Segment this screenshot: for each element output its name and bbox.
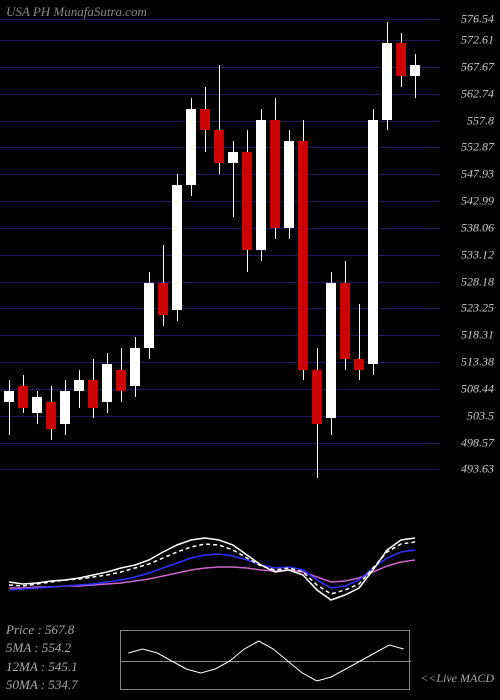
y-tick-label: 533.12: [461, 247, 494, 262]
candle-body: [130, 348, 140, 386]
candle-body: [284, 141, 294, 228]
gridline: [0, 443, 440, 444]
candle-body: [200, 109, 210, 131]
y-tick-label: 557.8: [467, 113, 494, 128]
y-tick-label: 493.63: [461, 462, 494, 477]
candle-body: [32, 397, 42, 413]
chart-container: USA PH MunafaSutra.com 576.54 572.61 567.6…: [0, 0, 500, 700]
y-tick-label: 572.61: [461, 33, 494, 48]
gridline: [0, 389, 440, 390]
gridline: [0, 94, 440, 95]
candle-body: [368, 120, 378, 365]
gridline: [0, 67, 440, 68]
gridline: [0, 40, 440, 41]
candle-body: [270, 120, 280, 229]
watermark-text: USA PH MunafaSutra.com: [6, 4, 147, 20]
candle-wick: [415, 54, 416, 97]
y-tick-label: 518.31: [461, 328, 494, 343]
info-row: 50MA : 534.7: [6, 676, 78, 694]
candle-body: [410, 65, 420, 76]
info-row: 5MA : 554.2: [6, 639, 78, 657]
info-row: Price : 567.8: [6, 621, 78, 639]
candle-body: [158, 283, 168, 316]
price-chart: [0, 0, 440, 500]
gridline: [0, 469, 440, 470]
y-tick-label: 567.67: [461, 60, 494, 75]
candle-body: [18, 386, 28, 408]
info-box: Price : 567.85MA : 554.212MA : 545.150MA…: [6, 621, 78, 694]
macd-histogram: [121, 631, 411, 691]
candle-body: [228, 152, 238, 163]
candle-body: [144, 283, 154, 348]
indicator-line: [9, 550, 415, 590]
candle-body: [172, 185, 182, 310]
macd-label: <<Live MACD: [420, 671, 494, 686]
candle-body: [116, 370, 126, 392]
candle-body: [326, 283, 336, 419]
info-row: 12MA : 545.1: [6, 658, 78, 676]
macd-histogram-box: [120, 630, 410, 690]
y-tick-label: 503.5: [467, 408, 494, 423]
candle-body: [242, 152, 252, 250]
candle-body: [354, 359, 364, 370]
candle-body: [88, 380, 98, 407]
candle-body: [396, 43, 406, 76]
candle-body: [74, 380, 84, 391]
y-tick-label: 528.18: [461, 274, 494, 289]
candle-body: [340, 283, 350, 359]
candle-body: [256, 120, 266, 250]
candle-wick: [9, 380, 10, 434]
indicator-line: [9, 560, 415, 588]
y-tick-label: 538.06: [461, 220, 494, 235]
candle-body: [298, 141, 308, 369]
y-tick-label: 508.44: [461, 381, 494, 396]
candle-body: [46, 402, 56, 429]
y-tick-label: 562.74: [461, 86, 494, 101]
indicator-line: [9, 538, 415, 600]
candle-body: [382, 43, 392, 119]
y-tick-label: 523.25: [461, 301, 494, 316]
candle-body: [4, 391, 14, 402]
y-tick-label: 552.87: [461, 140, 494, 155]
candle-body: [60, 391, 70, 424]
candle-body: [312, 370, 322, 424]
y-tick-label: 498.57: [461, 435, 494, 450]
y-tick-label: 547.93: [461, 167, 494, 182]
y-tick-label: 513.38: [461, 355, 494, 370]
y-tick-label: 576.54: [461, 11, 494, 26]
candle-body: [214, 130, 224, 163]
candle-body: [186, 109, 196, 185]
y-axis-labels: 576.54 572.61 567.67 562.74 557.8 552.87 547.9…: [440, 0, 500, 500]
candle-body: [102, 364, 112, 402]
y-tick-label: 542.99: [461, 194, 494, 209]
